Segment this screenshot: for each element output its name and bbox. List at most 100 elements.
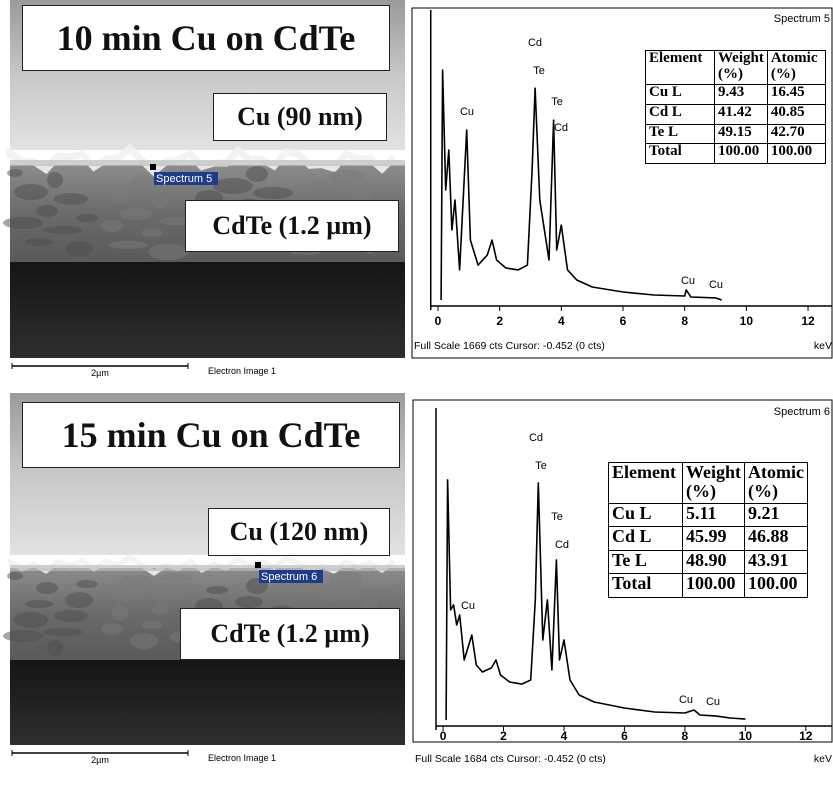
table-header-cell: Element xyxy=(608,462,683,504)
x-tick-label: 10 xyxy=(739,729,753,743)
sem-grain xyxy=(235,596,263,608)
peak-label: Te xyxy=(535,460,547,472)
x-tick-label: 0 xyxy=(440,729,447,743)
table-header-row: Element Weight (%) Atomic (%) xyxy=(645,50,826,85)
sem-grain xyxy=(152,196,168,208)
cdte-label: CdTe (1.2 µm) xyxy=(180,608,400,660)
sem-grain xyxy=(141,229,163,237)
peak-label: Cu xyxy=(460,106,474,118)
table-header-cell: Weight (%) xyxy=(714,50,768,85)
sem-grain xyxy=(25,238,53,246)
table-header-row: Element Weight (%) Atomic (%) xyxy=(608,462,808,504)
sem-grain xyxy=(7,169,23,177)
x-axis-unit: keV xyxy=(814,340,832,352)
sem-grain xyxy=(148,244,188,260)
spectrum-name: Spectrum 6 xyxy=(774,406,830,418)
table-cell: 45.99 xyxy=(681,526,746,551)
image-caption: Electron Image 1 xyxy=(208,753,276,763)
table-cell: 43.91 xyxy=(744,549,808,575)
sem-grain xyxy=(54,610,88,622)
table-cell: 100.00 xyxy=(681,573,746,598)
scale-label: 2µm xyxy=(91,368,109,378)
table-cell: Te L xyxy=(645,123,715,145)
table-row: Cd L 41.42 40.85 xyxy=(645,103,826,125)
sem-grain xyxy=(54,193,88,205)
sem-grain xyxy=(246,166,268,182)
table-cell: Cu L xyxy=(608,502,683,528)
sem-grain xyxy=(65,241,93,257)
x-tick-label: 0 xyxy=(435,314,442,328)
sem-grain xyxy=(253,187,293,199)
sem-grain xyxy=(101,220,123,232)
table-cell: 42.70 xyxy=(766,123,826,145)
sem-grain xyxy=(47,172,63,188)
table-cell: 100.00 xyxy=(766,143,826,164)
sem-cu-glow xyxy=(10,565,405,571)
table-row: Total 100.00 100.00 xyxy=(608,573,808,598)
sem-grain xyxy=(119,208,153,220)
peak-label: Cu xyxy=(706,696,720,708)
cu-label: Cu (90 nm) xyxy=(213,93,387,141)
table-cell: 100.00 xyxy=(714,143,768,164)
sem-grain xyxy=(112,605,128,621)
table-row: Total 100.00 100.00 xyxy=(645,143,826,164)
table-cell: 46.88 xyxy=(744,526,808,551)
x-tick-label: 10 xyxy=(740,314,754,328)
x-tick-label: 8 xyxy=(681,314,688,328)
x-tick-label: 8 xyxy=(682,729,689,743)
peak-label: Te xyxy=(533,65,545,77)
table-cell: 5.11 xyxy=(681,502,746,528)
table-cell: 49.15 xyxy=(714,123,768,145)
peak-label: Cu xyxy=(461,600,475,612)
sem-marker-label: Spectrum 5 xyxy=(156,173,212,185)
sem-grain xyxy=(311,181,333,197)
table-cell: 41.42 xyxy=(714,103,768,125)
sem-grain xyxy=(130,175,158,191)
table-cell: Total xyxy=(608,573,683,598)
table-row: Te L 49.15 42.70 xyxy=(645,123,826,145)
sem-grain xyxy=(130,633,158,649)
peak-label: Cd xyxy=(554,122,568,134)
sem-grain xyxy=(148,585,188,601)
sem-grain xyxy=(108,241,148,249)
x-tick-label: 6 xyxy=(620,314,627,328)
peak-label: Cu xyxy=(679,694,693,706)
spectrum-footer: Full Scale 1684 cts Cursor: -0.452 (0 ct… xyxy=(415,753,606,765)
table-cell: Te L xyxy=(608,549,683,575)
spectrum-footer: Full Scale 1669 cts Cursor: -0.452 (0 ct… xyxy=(414,340,605,352)
table-cell: 100.00 xyxy=(744,573,808,598)
sem-grain xyxy=(14,612,48,628)
sem-grain xyxy=(351,190,373,202)
sem-grain xyxy=(119,575,153,587)
sem-cu-glow xyxy=(10,160,405,166)
peak-label: Cd xyxy=(528,37,542,49)
table-row: Cu L 5.11 9.21 xyxy=(608,502,808,528)
sem-grain xyxy=(206,586,228,594)
sem-grain xyxy=(76,580,98,588)
sem-marker-bg xyxy=(259,570,323,583)
table-cell: 48.90 xyxy=(681,549,746,575)
sem-grain xyxy=(43,628,83,636)
sem-marker-cross xyxy=(150,164,156,170)
x-tick-label: 12 xyxy=(801,314,815,328)
sem-grain xyxy=(3,217,43,229)
table-cell: 9.43 xyxy=(714,84,768,105)
sem-grain xyxy=(108,593,148,601)
sem-grain xyxy=(101,623,123,635)
x-tick-label: 2 xyxy=(496,314,503,328)
sem-grain xyxy=(141,621,163,629)
table-cell: Total xyxy=(645,143,715,164)
sem-substrate xyxy=(10,262,405,358)
sem-grain xyxy=(213,178,253,194)
sem-grain xyxy=(318,589,358,601)
table-row: Cd L 45.99 46.88 xyxy=(608,526,808,551)
table-row: Te L 48.90 43.91 xyxy=(608,549,808,575)
table-cell: Cd L xyxy=(608,526,683,551)
peak-label: Cu xyxy=(709,279,723,291)
peak-label: Cu xyxy=(681,275,695,287)
x-tick-label: 6 xyxy=(621,729,628,743)
sem-title: 15 min Cu on CdTe xyxy=(22,402,400,468)
x-tick-label: 4 xyxy=(558,314,565,328)
sem-grain xyxy=(159,217,193,225)
table-cell: 9.21 xyxy=(744,502,808,528)
